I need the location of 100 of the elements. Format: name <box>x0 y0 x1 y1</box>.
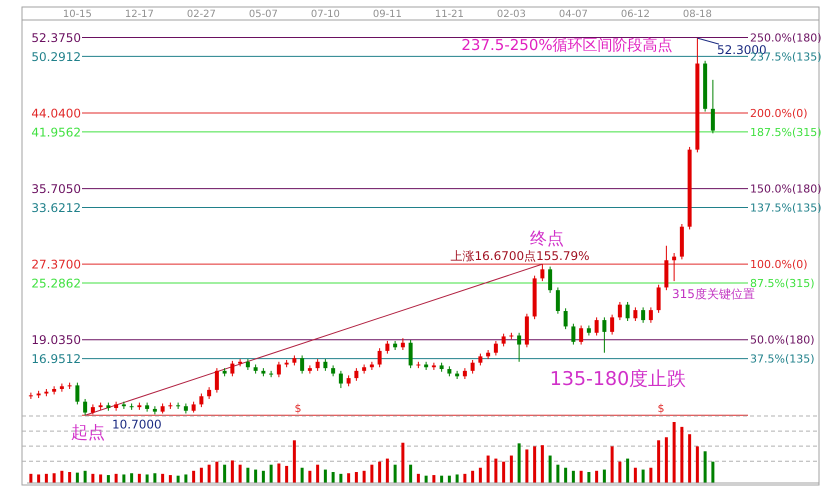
candlestick <box>75 382 80 405</box>
bar <box>525 449 528 483</box>
bar <box>448 476 451 483</box>
candlestick <box>579 325 584 346</box>
bar <box>176 476 180 483</box>
candlestick <box>331 364 336 377</box>
candlestick <box>502 333 506 347</box>
bar <box>518 443 521 483</box>
candlestick <box>192 401 196 414</box>
bar <box>626 458 630 483</box>
bar <box>122 474 126 483</box>
candlestick <box>517 332 522 362</box>
ref-line-label: 25.2862 <box>31 276 81 291</box>
bar <box>130 473 134 483</box>
candlestick <box>207 386 212 400</box>
bar <box>540 445 544 483</box>
annotation: 10.7000 <box>112 417 162 432</box>
bar <box>76 472 79 483</box>
bar <box>68 472 72 483</box>
bar <box>533 446 536 483</box>
candlestick <box>346 374 351 387</box>
text: 200.0%(0) <box>750 107 808 120</box>
candlestick <box>316 358 320 372</box>
bar <box>649 468 652 483</box>
bar <box>60 470 64 483</box>
bar <box>494 458 498 483</box>
candlestick <box>184 402 188 414</box>
ref-line-label: 52.3750 <box>31 30 81 45</box>
candlestick <box>586 325 591 336</box>
bar <box>610 446 614 483</box>
bar <box>254 470 258 483</box>
candlestick <box>354 368 358 382</box>
bar <box>146 474 149 483</box>
bar <box>238 464 242 483</box>
candlestick <box>602 316 606 354</box>
candlestick <box>199 393 204 408</box>
bar <box>184 474 188 483</box>
bar <box>456 474 459 483</box>
candlestick <box>378 348 382 368</box>
x-tick-label: 06-12 <box>620 9 650 20</box>
bar <box>332 472 335 483</box>
bar <box>246 468 250 483</box>
text: 250.0%(180) <box>750 31 822 44</box>
bar <box>270 464 273 483</box>
x-tick-label: 02-03 <box>496 9 526 20</box>
candlestick <box>276 361 281 378</box>
candlestick <box>393 340 398 351</box>
candlestick <box>540 264 544 282</box>
bar <box>215 462 218 483</box>
bar <box>440 476 444 483</box>
bar <box>200 468 203 483</box>
text: 37.5%(135) <box>750 352 815 366</box>
candlestick <box>246 358 250 370</box>
candlestick <box>254 364 258 374</box>
candlestick <box>618 301 622 321</box>
bar <box>401 442 404 483</box>
bar <box>602 470 606 483</box>
bar <box>339 474 342 483</box>
ref-line-label: 50.2912 <box>31 50 81 64</box>
bar <box>91 474 94 483</box>
text: 187.5%(315) <box>750 126 822 139</box>
candlestick <box>160 402 165 414</box>
candlestick <box>385 340 390 354</box>
bar <box>114 474 118 483</box>
bar <box>354 472 358 483</box>
bar <box>138 474 141 483</box>
candlestick <box>292 354 296 366</box>
candlestick <box>400 338 405 351</box>
candlestick <box>610 314 614 336</box>
candlestick <box>114 401 118 412</box>
bar <box>704 451 707 483</box>
bar <box>300 468 304 483</box>
bar <box>664 437 668 483</box>
candlestick <box>83 398 88 416</box>
x-tick-label: 11-21 <box>434 9 464 20</box>
candlestick <box>362 364 366 374</box>
bar <box>316 464 320 483</box>
bar <box>642 470 645 483</box>
text: 137.5%(135) <box>750 201 822 214</box>
candlestick <box>494 340 498 356</box>
bar <box>308 470 312 483</box>
bar <box>230 460 234 483</box>
text: 150.0%(180) <box>750 182 822 196</box>
candlestick <box>594 316 599 336</box>
candlestick <box>486 350 490 360</box>
bar <box>347 473 350 483</box>
candlestick <box>230 360 234 377</box>
x-tick-label: 12-17 <box>124 9 154 20</box>
bar <box>192 470 196 483</box>
x-tick-label: 08-18 <box>682 9 712 20</box>
candlestick <box>408 340 413 369</box>
bar <box>362 470 366 483</box>
annotation: $ <box>658 402 664 415</box>
bar <box>618 462 622 483</box>
annotation: 315度关键位置 <box>672 287 755 301</box>
candlestick <box>300 354 304 374</box>
bar <box>370 464 374 483</box>
bar <box>680 426 684 483</box>
text: 100.0%(0) <box>750 258 808 272</box>
text: 50.0%(180) <box>750 334 815 347</box>
